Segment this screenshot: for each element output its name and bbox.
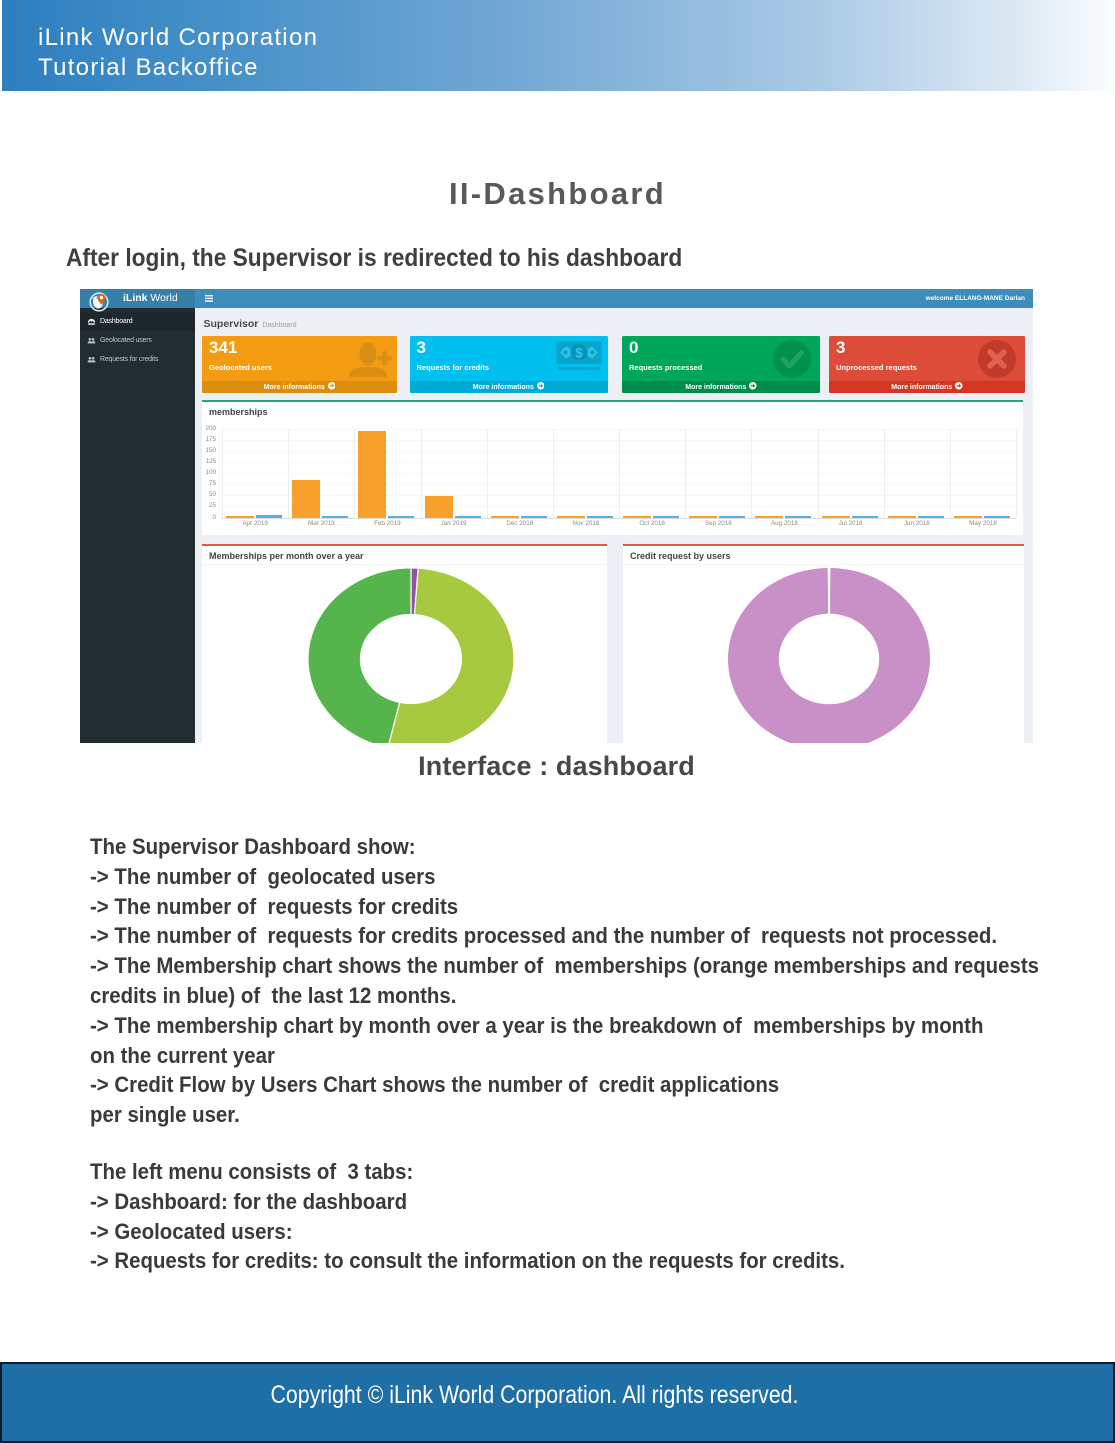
svg-text:$: $	[575, 345, 583, 360]
